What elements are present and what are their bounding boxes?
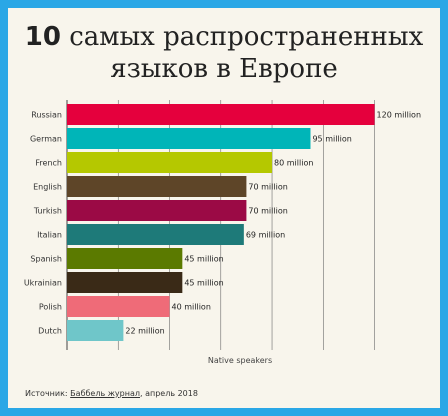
chart-title-line-1: 10 самых распространенных [8,22,440,52]
source-note: Источник: Баббель журнал, апрель 2018 [25,389,198,398]
category-label: Dutch [38,327,62,336]
bar-turkish [67,200,247,221]
category-label: French [35,159,62,168]
bar-spanish [67,248,183,269]
bar-chart: Russian 120 million German 95 million French… [24,100,421,365]
value-label: 22 million [125,327,164,336]
source-link[interactable]: Баббель журнал [70,389,140,398]
source-suffix: , апрель 2018 [140,389,198,398]
x-axis-label: Native speakers [208,356,272,365]
category-label: Polish [39,303,62,312]
chart-title-line-2: языков в Европе [110,54,338,84]
value-label: 70 million [248,207,287,216]
category-label: Spanish [30,255,62,264]
value-label: 45 million [184,279,223,288]
bar-german [67,128,311,149]
bar-dutch [67,320,124,341]
value-label: 95 million [312,135,351,144]
value-label: 80 million [274,159,313,168]
category-label: Italian [37,231,62,240]
title-number: 10 [24,22,61,52]
category-label: Turkish [33,207,62,216]
bar-italian [67,224,244,245]
value-label: 70 million [248,183,287,192]
category-label: German [30,135,62,144]
bar-ukrainian [67,272,183,293]
bar-polish [67,296,170,317]
value-label: 45 million [184,255,223,264]
value-label: 69 million [246,231,285,240]
category-label: English [33,183,62,192]
bar-english [67,176,247,197]
value-label: 40 million [172,303,211,312]
value-label: 120 million [377,111,421,120]
infographic-card: 10 самых распространенных языков в Европ… [8,8,440,408]
bar-french [67,152,273,173]
category-label: Russian [31,111,62,120]
bar-russian [67,104,375,125]
category-label: Ukrainian [24,279,62,288]
title-line-1-text: самых распространенных [69,22,424,52]
source-prefix: Источник: [25,389,71,398]
